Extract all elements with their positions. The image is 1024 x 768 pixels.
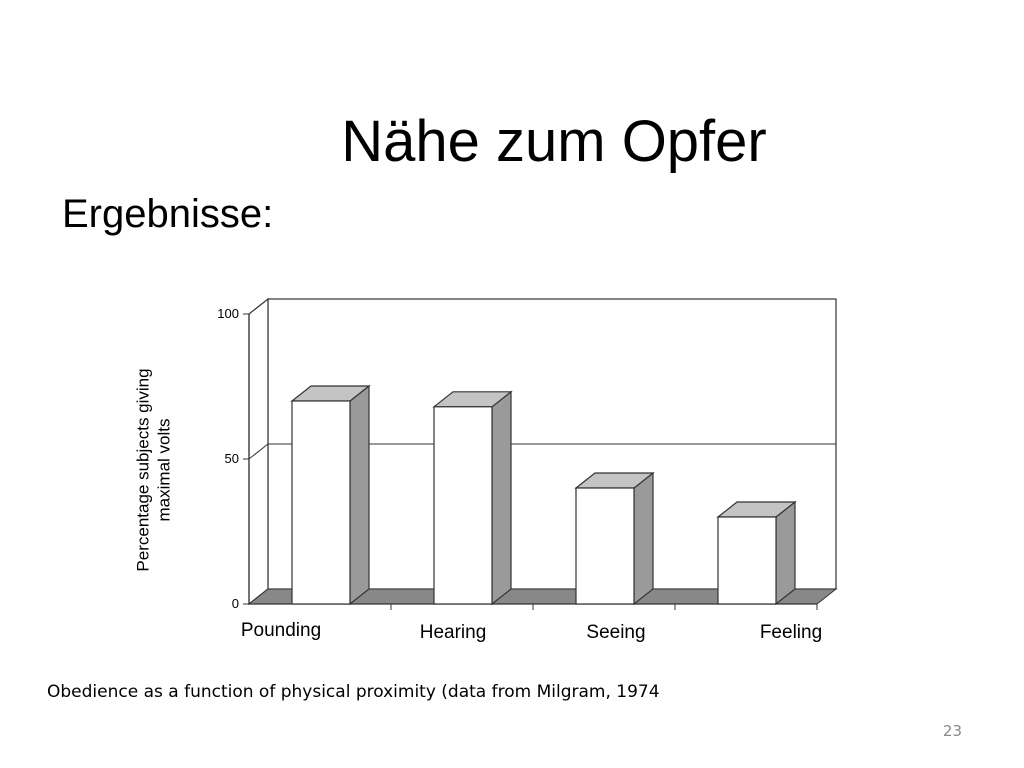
y-axis-title-line: maximal volts bbox=[155, 419, 174, 522]
y-axis-title-line: Percentage subjects giving bbox=[134, 368, 153, 571]
bar-feeling bbox=[716, 500, 797, 606]
bar-side bbox=[349, 384, 370, 606]
bar-front bbox=[433, 406, 493, 605]
y-tick-label: 50 bbox=[225, 451, 239, 466]
x-tick-label: Pounding bbox=[241, 620, 321, 641]
bar-front bbox=[575, 487, 635, 605]
bar-pounding bbox=[290, 384, 371, 606]
x-tick-label: Hearing bbox=[420, 622, 487, 643]
y-axis-title: Percentage subjects giving maximal volts bbox=[134, 368, 174, 571]
y-tick-label: 100 bbox=[217, 306, 239, 321]
y-tick-label: 0 bbox=[232, 596, 239, 611]
gridline-side bbox=[248, 443, 269, 460]
bar-side bbox=[633, 471, 654, 606]
bar-side bbox=[775, 500, 796, 606]
x-tick-label: Seeing bbox=[586, 622, 645, 643]
bar-seeing bbox=[574, 471, 655, 606]
x-tick-label: Feeling bbox=[760, 622, 822, 643]
slide-title: Nähe zum Opfer bbox=[341, 109, 767, 174]
chart-labels: 0 50 100 Pounding Hearing Seeing Feeling Percen… bbox=[134, 306, 823, 643]
results-heading: Ergebnisse: bbox=[62, 192, 274, 236]
figure-caption: Obedience as a function of physical prox… bbox=[47, 682, 660, 702]
bar-hearing bbox=[432, 390, 513, 606]
bar-front bbox=[291, 400, 351, 605]
slide-number: 23 bbox=[942, 722, 962, 740]
bar-side bbox=[491, 390, 512, 606]
bars bbox=[290, 384, 797, 606]
bar-front bbox=[717, 516, 777, 605]
